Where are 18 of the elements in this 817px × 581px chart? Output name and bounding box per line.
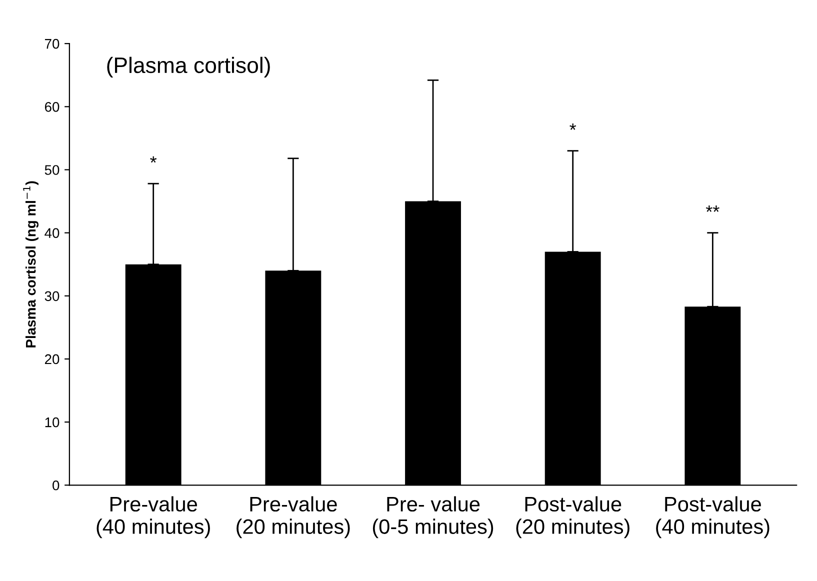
annotation: ** — [706, 206, 720, 212]
y-tick-label: 10 — [45, 417, 60, 428]
y-tick-label: 40 — [44, 228, 60, 238]
x-tick-label: Pre-value (40 minutes) — [96, 496, 210, 538]
y-tick-label: 70 — [44, 38, 60, 49]
annotation: * — [150, 156, 157, 163]
x-tick-label: Pre-value (20 minutes) — [236, 496, 350, 538]
y-tick-label: 60 — [44, 102, 60, 112]
x-tick-label: Post-value (20 minutes) — [516, 496, 630, 538]
y-axis-title: Plasma cortisol (ng ml$^{−1}$) — [23, 181, 39, 348]
x-tick-label: Post-value (40 minutes) — [656, 496, 770, 538]
x-tick-label: Pre- value (0-5 minutes) — [372, 496, 494, 538]
y-tick-label: 50 — [44, 165, 60, 175]
annotation: * — [570, 124, 576, 130]
y-tick-label: 30 — [44, 291, 60, 302]
text: (Plasma cortisol) — [107, 56, 270, 78]
y-tick-label: 20 — [44, 354, 60, 364]
y-tick-label: 0 — [52, 480, 60, 490]
